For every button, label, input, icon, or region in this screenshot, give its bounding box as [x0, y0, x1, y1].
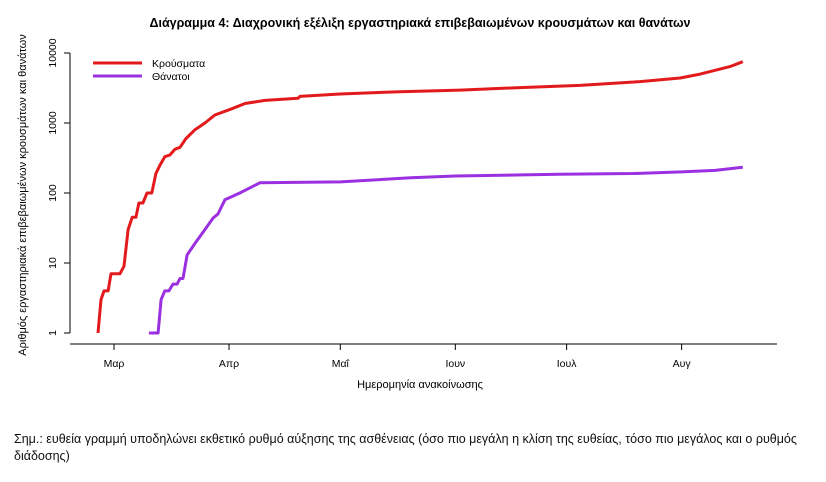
legend-label: Κρούσματα [152, 58, 205, 70]
y-tick-label: 1 [47, 330, 59, 336]
chart-title: Διάγραμμα 4: Διαχρονική εξέλιξη εργαστηρ… [149, 16, 690, 30]
chart-note: Σημ.: ευθεία γραμμή υποδηλώνει εκθετικό … [14, 432, 797, 463]
y-axis-label: Αριθμός εργαστηριακά επιβεβαιωμένων κρου… [17, 34, 29, 356]
y-tick-label: 100 [47, 184, 59, 202]
y-tick-label: 1000 [47, 111, 59, 135]
series-line-deaths [148, 165, 743, 335]
y-tick-label: 10000 [47, 38, 59, 67]
y-tick-label: 10 [47, 257, 59, 269]
x-tick-label: Ιουν [445, 358, 465, 370]
x-tick-label: Μαρ [104, 358, 125, 370]
series-line-cases [96, 60, 744, 334]
x-tick-label: Αυγ [673, 358, 692, 370]
legend-label: Θάνατοι [152, 71, 190, 83]
x-tick-label: Απρ [219, 358, 239, 370]
chart-svg: Διάγραμμα 4: Διαχρονική εξέλιξη εργαστηρ… [17, 16, 777, 391]
x-tick-label: Ιουλ [557, 358, 577, 370]
x-tick-label: Μαΐ [332, 358, 350, 370]
x-axis-label: Ημερομηνία ανακοίνωσης [357, 379, 483, 391]
